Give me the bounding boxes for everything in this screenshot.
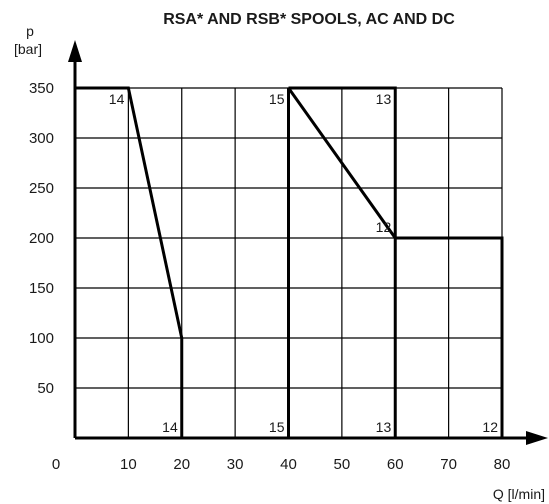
x-tick-label: 10 [120, 456, 137, 473]
curve-labels: 14 15 13 12 14 15 13 12 [109, 91, 498, 435]
y-tick-label: 300 [29, 130, 54, 147]
axes [68, 40, 548, 445]
curve-label-15: 15 [269, 419, 285, 435]
y-tick-label: 150 [29, 280, 54, 297]
curve-14 [75, 86, 184, 438]
x-tick-label: 50 [334, 456, 351, 473]
y-tick-label: 50 [37, 380, 54, 397]
curve-12 [287, 87, 504, 438]
curve-label-13: 13 [376, 419, 392, 435]
curve-label-15: 15 [269, 91, 285, 107]
y-tick-label: 200 [29, 230, 54, 247]
curves [75, 86, 504, 438]
y-axis-label-symbol: p [26, 23, 34, 39]
x-tick-label: 30 [227, 456, 244, 473]
tick-labels: 0 10 20 30 40 50 60 70 80 50 100 150 200 250 300 350 [29, 80, 510, 473]
y-tick-label: 250 [29, 180, 54, 197]
curve-label-12: 12 [376, 219, 392, 235]
curve-label-14: 14 [109, 91, 125, 107]
y-axis-arrowhead [68, 40, 82, 62]
curve-label-12: 12 [482, 419, 498, 435]
x-tick-label: 70 [440, 456, 457, 473]
x-tick-label: 60 [387, 456, 404, 473]
curve-13 [288, 86, 397, 438]
x-axis-label: Q [l/min] [493, 486, 545, 502]
chart-title: RSA* AND RSB* SPOOLS, AC AND DC [163, 11, 455, 28]
x-tick-label: 40 [280, 456, 297, 473]
x-axis-arrowhead [526, 431, 548, 445]
y-axis-label-unit: [bar] [14, 41, 42, 57]
x-tick-label: 20 [173, 456, 190, 473]
curve-label-14: 14 [162, 419, 178, 435]
x-tick-label: 80 [494, 456, 511, 473]
y-tick-label: 100 [29, 330, 54, 347]
curve-label-13: 13 [376, 91, 392, 107]
x-tick-label: 0 [52, 456, 60, 473]
y-tick-label: 350 [29, 80, 54, 97]
